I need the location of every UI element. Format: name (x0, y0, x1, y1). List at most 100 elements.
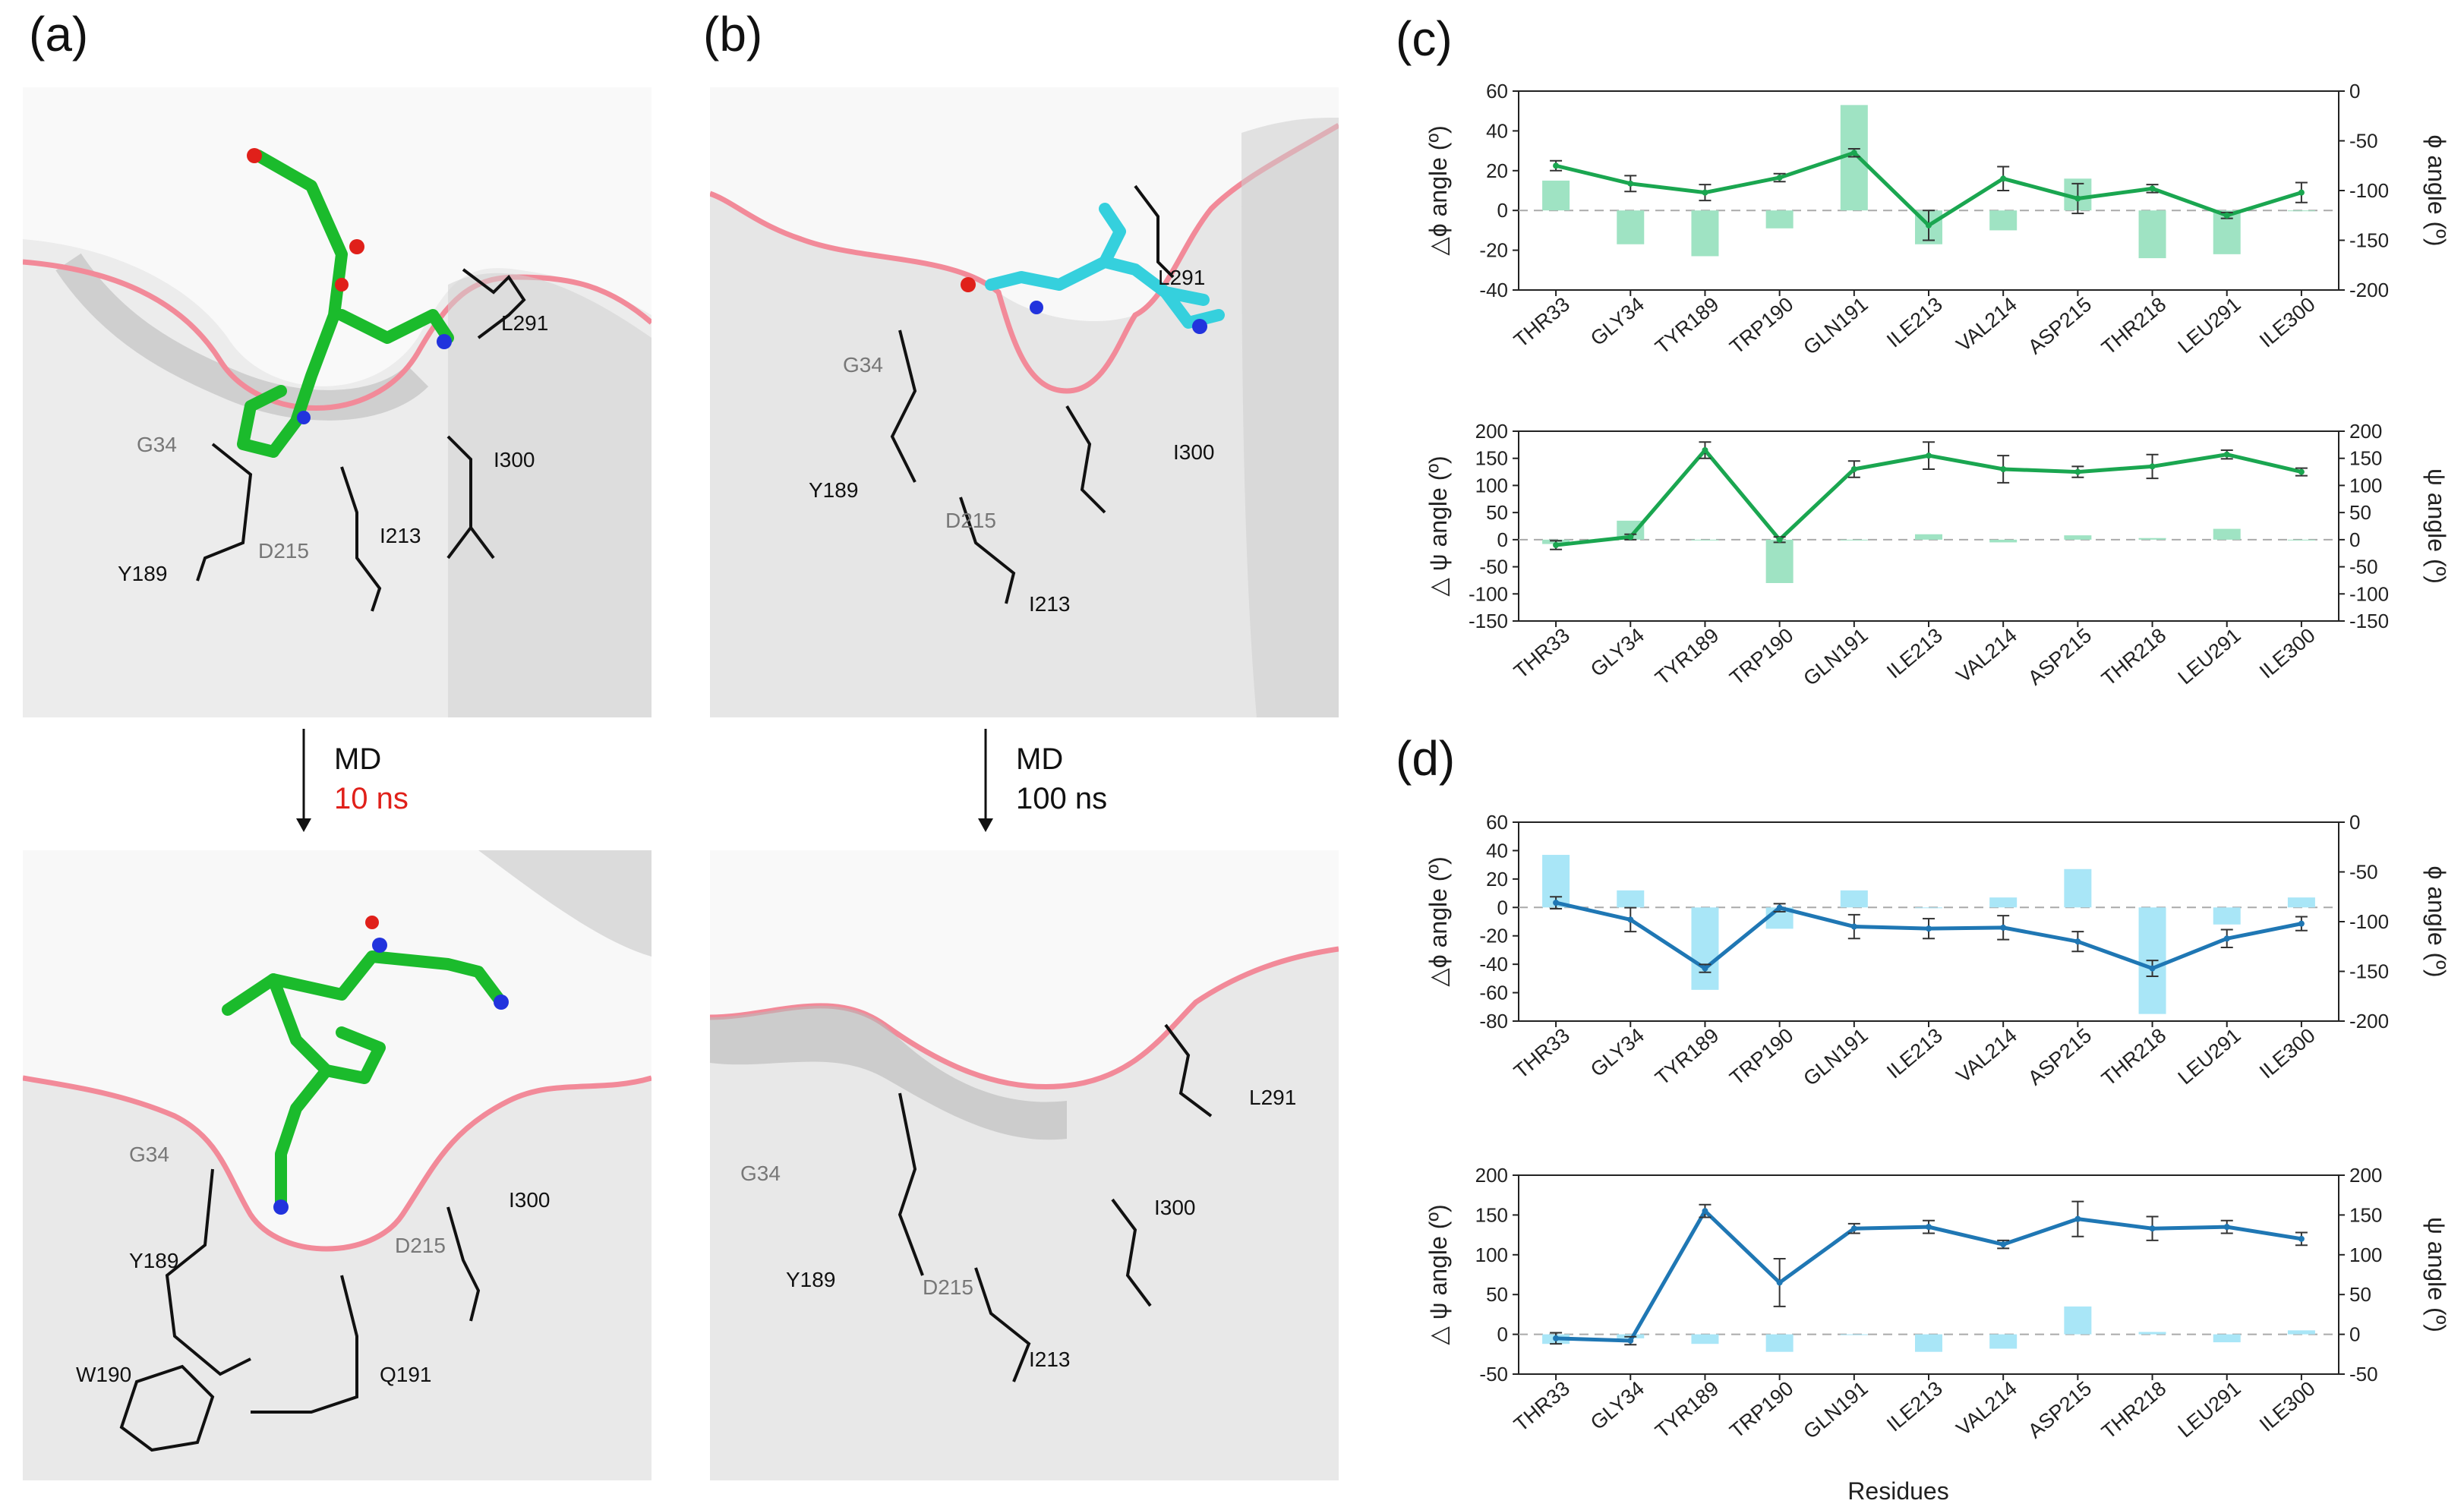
svg-text:I300: I300 (1173, 440, 1215, 464)
y2-axis-label: ϕ angle (º) (2423, 135, 2450, 247)
delta-bar-asp215 (2064, 535, 2092, 540)
panel-label-d: (d) (1396, 731, 1456, 786)
angle-point-thr218 (2149, 1225, 2156, 1232)
y-tick-label: -100 (1469, 582, 1508, 605)
y2-tick-label: 150 (2349, 1203, 2382, 1226)
x-tick-label: LEU291 (2174, 293, 2245, 358)
y-tick-label: 40 (1486, 839, 1508, 862)
angle-point-thr218 (2149, 463, 2156, 470)
delta-bar-leu291 (2213, 907, 2241, 925)
x-tick-label: LEU291 (2174, 624, 2245, 689)
delta-bar-ile213 (1915, 534, 1942, 540)
x-tick-label: TYR189 (1651, 1024, 1723, 1090)
y2-tick-label: -50 (2349, 1363, 2378, 1385)
x-axis-label: Residues (1847, 1477, 1948, 1503)
x-tick-label: ILE300 (2255, 293, 2320, 352)
x-tick-label: GLY34 (1586, 1377, 1648, 1435)
x-tick-label: ILE300 (2255, 1377, 2320, 1436)
x-tick-label: GLN191 (1799, 624, 1872, 691)
x-tick-label: THR33 (1510, 1377, 1574, 1436)
angle-point-tyr189 (1702, 189, 1708, 196)
angle-point-thr218 (2149, 965, 2156, 972)
svg-text:L291: L291 (1249, 1086, 1296, 1109)
x-tick-label: GLY34 (1586, 293, 1648, 351)
angle-point-val214 (2000, 1241, 2007, 1248)
y-tick-label: -80 (1479, 1010, 1508, 1032)
angle-point-tyr189 (1702, 965, 1708, 972)
x-tick-label: GLN191 (1799, 1377, 1872, 1444)
svg-text:I300: I300 (1154, 1196, 1196, 1219)
angle-point-ile300 (2298, 920, 2305, 927)
x-tick-label: ILE213 (1882, 1024, 1947, 1083)
y-tick-label: -50 (1479, 556, 1508, 578)
y2-tick-label: 0 (2349, 528, 2360, 551)
angle-point-gly34 (1627, 180, 1634, 187)
y-tick-label: 50 (1486, 501, 1508, 524)
delta-bar-ile213 (1915, 907, 1942, 909)
angle-point-ile213 (1926, 925, 1932, 932)
svg-text:I213: I213 (380, 524, 421, 547)
svg-text:I213: I213 (1029, 1348, 1071, 1371)
y2-tick-label: -50 (2349, 130, 2378, 153)
angle-point-gln191 (1850, 1225, 1857, 1232)
svg-text:D215: D215 (945, 509, 996, 532)
delta-bar-gln191 (1840, 890, 1868, 908)
x-tick-label: ILE213 (1882, 1377, 1947, 1436)
delta-bar-thr218 (2138, 1332, 2166, 1335)
x-tick-label: GLY34 (1586, 1024, 1648, 1082)
svg-text:I300: I300 (509, 1188, 551, 1212)
angle-point-val214 (2000, 175, 2007, 182)
y2-axis-label: ψ angle (º) (2423, 468, 2450, 584)
x-tick-label: ILE300 (2255, 624, 2320, 683)
y-tick-label: 0 (1497, 1323, 1508, 1346)
x-tick-label: VAL214 (1952, 624, 2021, 687)
x-tick-label: THR218 (2097, 1024, 2170, 1091)
svg-text:D215: D215 (923, 1275, 973, 1299)
svg-text:G34: G34 (129, 1143, 169, 1166)
svg-text:D215: D215 (258, 539, 309, 563)
delta-bar-trp190 (1765, 210, 1794, 229)
y-tick-label: 150 (1475, 447, 1508, 470)
plot-frame (1518, 90, 2339, 291)
y2-axis-label: ϕ angle (º) (2423, 866, 2450, 978)
svg-text:Y189: Y189 (786, 1268, 835, 1291)
angle-point-tyr189 (1702, 447, 1708, 453)
x-tick-label: THR33 (1510, 1024, 1574, 1083)
panel-label-c: (c) (1396, 11, 1453, 66)
delta-bar-leu291 (2213, 528, 2241, 540)
y-tick-label: 60 (1486, 811, 1508, 834)
y2-tick-label: -100 (2349, 910, 2389, 933)
md-arrow-a (296, 729, 311, 832)
angle-point-asp215 (2074, 938, 2081, 945)
md-arrow-b (978, 729, 993, 832)
y-tick-label: 40 (1486, 119, 1508, 142)
delta-bar-val214 (1989, 210, 2018, 231)
x-tick-label: ILE300 (2255, 1024, 2320, 1083)
angle-point-thr33 (1553, 542, 1560, 548)
y2-tick-label: -50 (2349, 861, 2378, 884)
y2-tick-label: 200 (2349, 1164, 2382, 1187)
y-tick-label: 20 (1486, 868, 1508, 891)
angle-point-ile213 (1926, 1224, 1932, 1231)
molecule-image-b-bottom: L291 G34 I300 Y189 D215 I213 (710, 850, 1339, 1480)
delta-bar-thr218 (2138, 210, 2166, 259)
y2-tick-label: 150 (2349, 447, 2382, 470)
angle-point-gly34 (1627, 1337, 1634, 1344)
delta-bar-ile300 (2287, 1330, 2315, 1335)
angle-point-trp190 (1776, 1279, 1783, 1286)
angle-point-ile213 (1926, 452, 1932, 459)
x-tick-label: TRP190 (1725, 624, 1797, 690)
y2-tick-label: -150 (2349, 229, 2389, 252)
delta-bar-trp190 (1765, 1334, 1794, 1352)
x-tick-label: TRP190 (1725, 1377, 1797, 1443)
angle-point-gln191 (1850, 150, 1857, 156)
x-tick-label: GLN191 (1799, 1024, 1872, 1091)
y-tick-label: 200 (1475, 1164, 1508, 1187)
y2-tick-label: -150 (2349, 960, 2389, 983)
y-tick-label: 50 (1486, 1283, 1508, 1306)
y-tick-label: -40 (1479, 279, 1508, 301)
x-tick-label: THR33 (1510, 624, 1574, 683)
y2-axis-label: ψ angle (º) (2423, 1217, 2450, 1332)
angle-point-leu291 (2223, 1224, 2230, 1231)
